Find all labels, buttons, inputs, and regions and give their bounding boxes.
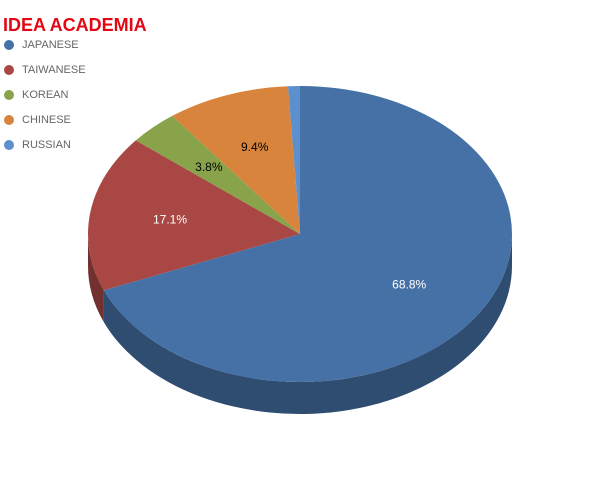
legend-label: RUSSIAN	[22, 139, 71, 151]
legend-label: TAIWANESE	[22, 64, 86, 76]
data-label: 9.4%	[241, 140, 269, 154]
legend-marker	[4, 65, 14, 75]
pie-slice	[135, 115, 300, 234]
pie-slice	[288, 86, 300, 234]
legend-label: JAPANESE	[22, 39, 79, 51]
legend-marker	[4, 90, 14, 100]
legend-marker	[4, 140, 14, 150]
data-label: 17.1%	[153, 213, 187, 227]
legend-label: KOREAN	[22, 89, 69, 101]
chart-title: IDEA ACADEMIA	[3, 15, 147, 35]
pie-slice	[172, 86, 300, 234]
pie-slice	[103, 86, 512, 382]
pie-side	[103, 234, 512, 414]
data-label: 3.8%	[195, 160, 223, 174]
pie-slice	[88, 140, 301, 291]
legend-marker	[4, 115, 14, 125]
pie-side	[88, 234, 104, 323]
data-label: 68.8%	[392, 277, 426, 291]
legend-marker	[4, 40, 14, 50]
legend-label: CHINESE	[22, 114, 71, 126]
